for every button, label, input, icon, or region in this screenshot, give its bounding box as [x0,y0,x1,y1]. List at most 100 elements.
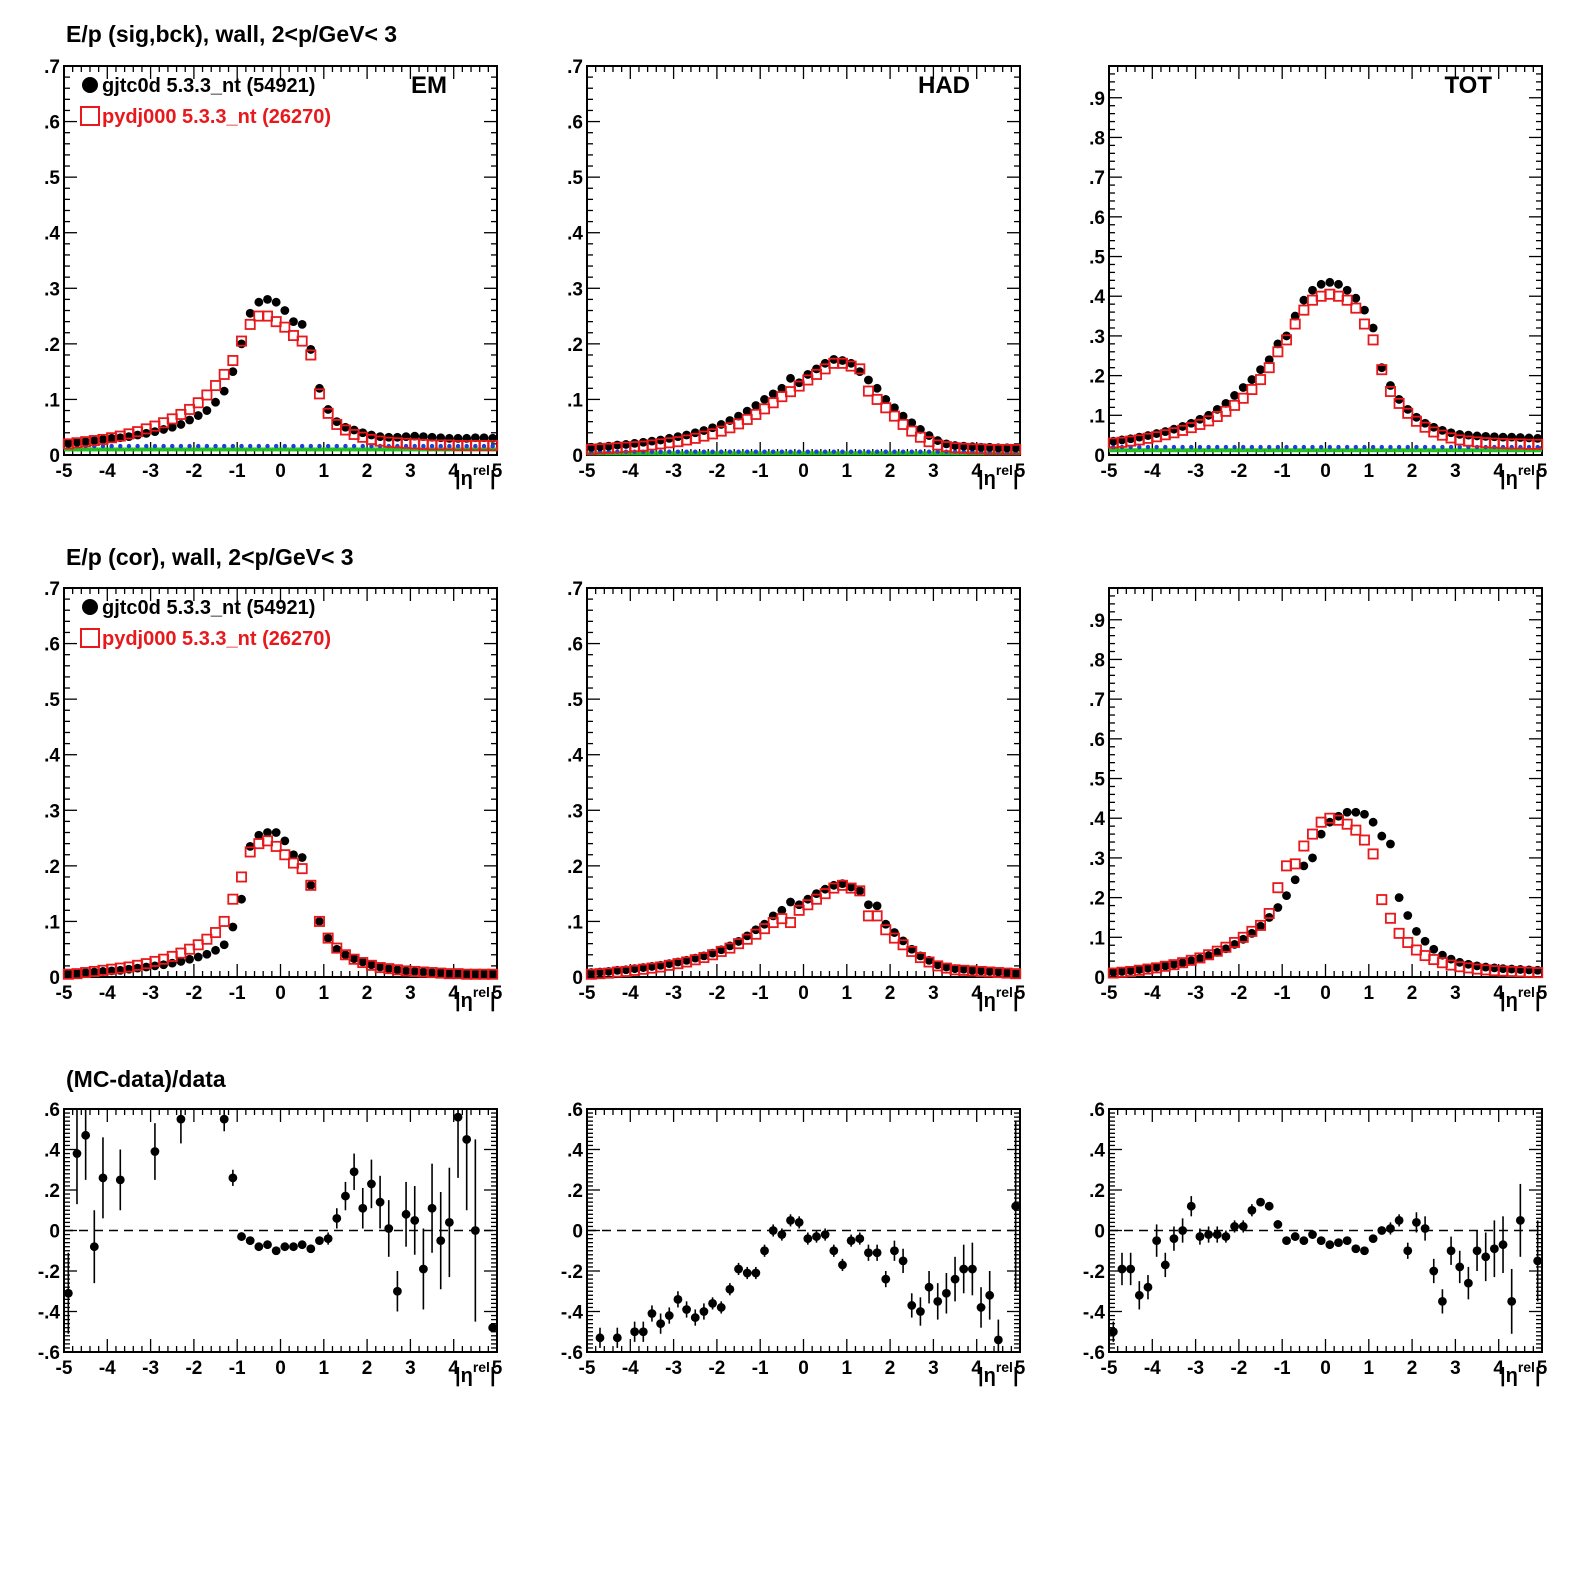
ratio-point [289,1242,298,1252]
x-tick-label: 0 [798,461,809,482]
y-tick-label: .5 [1089,248,1105,269]
ratio-point [488,1323,498,1333]
data-point [1011,968,1021,978]
bck-blue-point [1197,444,1203,450]
bck-blue-point [822,449,828,454]
bck-blue-point [126,443,132,449]
mc-point [218,368,230,380]
ratio-point [1394,1215,1404,1225]
data-point [794,900,804,910]
x-tick-label: 5 [1015,983,1026,1004]
data-point [881,395,891,404]
ratio-point [647,1309,657,1318]
y-tick-label: .3 [1089,849,1105,870]
bck-blue-point [918,449,923,454]
y-tick-label: 0 [572,1222,583,1243]
data-point [803,370,813,379]
panel-cor-tot: -5 -4 -3 -2 -1 0 1 2 3 4 5 0 .1 .2 .3 .4 .5 .6 .7 .8 .9 |ηrel… [1089,587,1548,1012]
x-tick-label: 3 [405,1358,416,1379]
y-tick-label: .4 [567,746,583,767]
bck-blue-point [152,443,158,449]
y-tick-label: .9 [1089,89,1105,110]
ratio-point [297,1240,307,1250]
x-tick-label: 3 [1450,983,1461,1004]
bck-blue-point [719,449,724,454]
y-tick-label: -.6 [561,1343,583,1364]
data-point [1377,831,1387,841]
data-point [699,426,709,435]
ratio-point [245,1236,255,1246]
ratio-point [967,1264,977,1274]
data-point [375,962,385,972]
mc-point [1255,374,1267,386]
data-point [418,432,428,442]
bck-blue-point [667,449,672,454]
ratio-point [1472,1246,1482,1256]
data-point [410,431,420,441]
row-title-ratio: (MC-data)/data [66,1066,226,1092]
ratio-point [855,1234,865,1243]
mc-point [1246,384,1258,396]
y-tick-label: .4 [44,746,60,767]
mc-point [305,879,317,891]
y-tick-label: .8 [1089,650,1105,671]
data-point [742,406,752,416]
x-tick-label: -2 [185,983,202,1004]
mc-point [1402,936,1414,948]
mc-point [854,885,866,897]
x-tick-label: 2 [1407,1358,1418,1379]
ratio-point [1420,1224,1430,1233]
ratio-point [890,1246,899,1256]
data-point [1455,429,1465,439]
y-tick-label: .1 [1089,928,1105,949]
data-point [1472,961,1482,971]
data-point [280,836,290,846]
x-tick-label: -3 [1187,983,1204,1004]
bck-blue-point [658,449,663,454]
mc-point [888,932,900,944]
bck-blue-point [701,449,707,454]
bck-blue-point [883,449,888,454]
data-point [202,406,212,415]
y-tick-label: .6 [567,1100,583,1121]
data-point [159,425,168,434]
bck-blue-point [1327,444,1333,450]
data-point [890,403,899,413]
y-tick-label: 0 [49,446,60,467]
legend-mc-label: pydj000 5.3.3_nt (26270) [102,106,331,128]
data-point [1351,293,1361,303]
ratio-point [306,1244,316,1254]
mc-point [1307,828,1319,840]
data-point [98,435,108,444]
ratio-point [1446,1246,1456,1256]
bck-blue-point [1440,444,1445,450]
x-tick-label: -2 [1230,983,1247,1004]
data-point [202,949,212,959]
y-tick-label: .6 [1089,208,1105,229]
y-tick-label: .6 [44,113,60,134]
x-tick-label: 4 [448,1358,459,1379]
x-tick-label: 0 [1320,461,1331,482]
y-tick-label: .6 [44,635,60,656]
data-point [1152,962,1162,972]
data-point [1316,829,1326,839]
bck-blue-point [412,443,417,449]
ratio-point [1195,1232,1205,1241]
ratio-point [444,1218,454,1227]
bck-blue-point [693,449,698,454]
ratio-point [1152,1236,1162,1246]
bck-blue-point [118,443,123,449]
mc-point [1358,834,1370,846]
data-point [1221,398,1231,408]
x-tick-label: -2 [708,461,725,482]
y-tick-label: -.4 [561,1303,584,1324]
data-point [72,968,82,978]
data-point [254,830,264,840]
mc-point [854,363,866,375]
data-point [89,967,99,977]
legend-mc-marker [80,106,100,126]
mc-point [1220,405,1232,417]
x-tick-label: -5 [56,461,73,482]
plot-frame [1108,587,1543,978]
bck-blue-point [1336,444,1341,450]
